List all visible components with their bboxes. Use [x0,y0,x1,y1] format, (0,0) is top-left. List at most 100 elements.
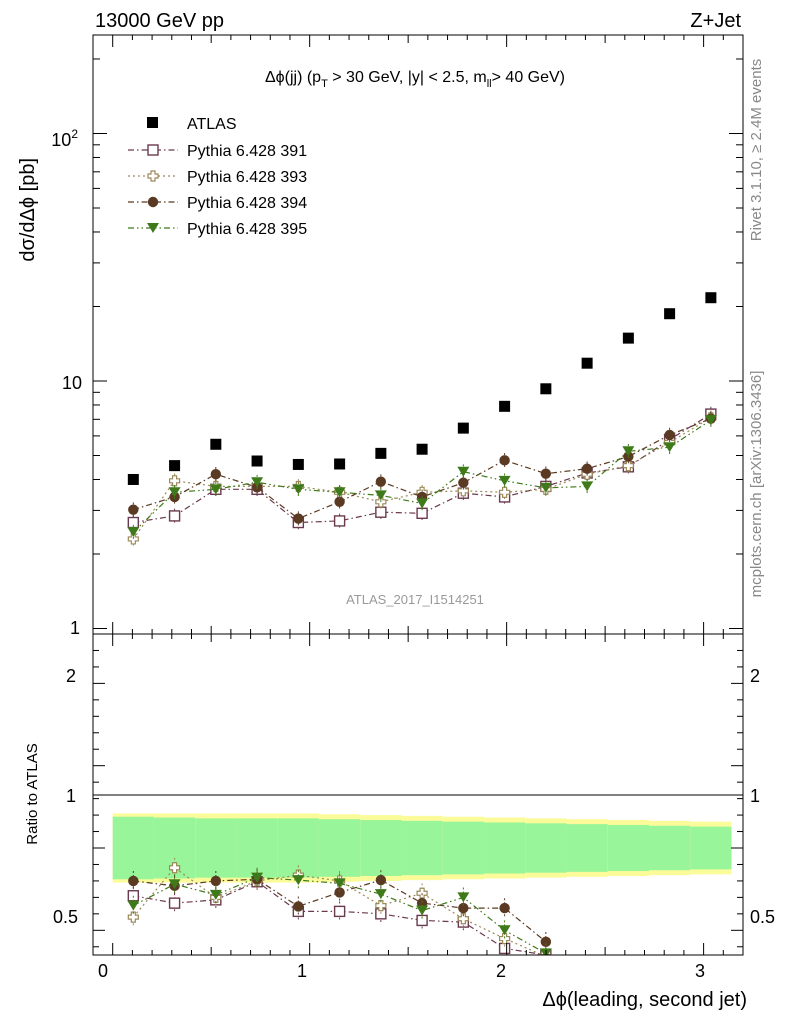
ratio-point-395 [374,889,387,900]
point-atlas [127,473,139,485]
point-394 [499,455,510,466]
ratio-band-inner [236,818,278,878]
ratio-point-393 [416,887,428,899]
x-tick-label-0: 0 [98,961,108,981]
ratio-band-inner [648,825,691,871]
ratio-point-394 [458,902,469,914]
point-395 [292,484,305,495]
ratio-point-393 [168,862,181,874]
point-395 [581,481,594,492]
point-394 [128,504,139,515]
point-395 [333,487,346,498]
point-atlas [375,447,387,459]
ratio-band-inner [360,820,402,876]
legend-label-391: Pythia 6.428 391 [187,143,307,160]
ratio-band-inner [277,818,319,878]
ratio-point-393 [127,911,139,923]
point-atlas [499,400,511,412]
ratio-y-axis-label: Ratio to ATLAS [24,743,41,844]
ratio-point-393 [375,900,387,912]
ratio-band-inner [318,819,361,877]
y-tick-label-10: 10 [62,373,82,393]
point-391 [333,515,346,527]
ratio-point-394 [128,875,139,887]
point-atlas [581,357,593,369]
ratio-point-395 [457,892,470,903]
legend-marker-atlas [147,117,158,128]
legend-marker-395 [147,223,159,233]
rivet-label: Rivet 3.1.10, ≥ 2.4M events [748,59,765,242]
legend-label-atlas: ATLAS [187,116,237,133]
point-394 [210,469,222,480]
point-391 [375,506,387,518]
series-line-391 [133,413,712,524]
point-395 [539,482,552,493]
point-395 [457,466,470,477]
point-394 [458,477,469,488]
point-391 [168,510,181,522]
x-tick-label-1: 1 [297,961,307,981]
point-395 [498,475,511,486]
legend-label-394: Pythia 6.428 394 [187,195,307,212]
point-393 [622,460,634,472]
ratio-band-inner [112,816,154,880]
ratio-point-395 [251,872,264,883]
point-395 [663,442,676,453]
point-395 [209,484,222,495]
point-394 [375,476,387,487]
point-atlas [251,455,263,467]
point-393 [168,475,181,487]
point-395 [251,477,264,488]
main-y-axis-label: dσ/dΔϕ [pb] [17,158,39,262]
point-393 [127,533,139,545]
point-atlas [292,458,304,470]
ratio-band-inner [401,820,443,876]
point-atlas [334,458,346,470]
point-394 [540,468,552,479]
point-atlas [622,332,634,344]
x-axis-label: Δϕ(leading, second jet) [542,989,747,1011]
mcplots-label: mcplots.cern.ch [arXiv:1306.3436] [748,371,765,598]
ratio-band-inner [607,824,649,872]
ratio-point-395 [416,905,429,916]
ratio-point-393 [457,913,469,925]
point-atlas [416,443,428,455]
ratio-tick-label-2: 2 [66,666,76,686]
ratio-point-391 [168,897,181,909]
ratio-point-395 [498,925,511,936]
series-atlas [127,292,717,485]
legend-label-395: Pythia 6.428 395 [187,221,307,238]
header-right: Z+Jet [690,10,741,32]
ratio-tick-label-0.5: 0.5 [53,907,78,927]
point-atlas [664,308,676,320]
point-atlas [457,422,469,434]
legend-marker-394 [147,196,159,208]
ratio-band-inner [566,824,608,872]
point-atlas [540,383,552,395]
y-tick-label-1: 1 [70,618,80,638]
ratio-band-inner [442,821,484,875]
ratio-band-inner [525,823,567,873]
point-395 [622,446,635,457]
ratio-point-395 [333,878,346,889]
y-tick-label-100: 102 [51,127,78,150]
header-left: 13000 GeV pp [95,10,224,32]
point-393 [457,485,469,497]
ratio-point-394 [540,936,552,948]
ratio-point-395 [168,879,181,890]
ratio-tick-label-right-0.5: 0.5 [750,907,775,927]
axis-ticks [93,35,743,955]
series-395 [127,412,717,540]
ratio-band-inner [195,818,237,878]
point-atlas [169,460,181,472]
point-atlas [705,292,717,304]
legend-marker-393 [147,170,159,182]
main-series-layer [127,292,717,547]
point-395 [127,527,140,538]
ratio-series-395 [127,867,552,955]
point-395 [374,490,387,501]
ratio-point-394 [210,875,222,887]
point-395 [704,415,717,426]
point-394 [664,429,675,441]
